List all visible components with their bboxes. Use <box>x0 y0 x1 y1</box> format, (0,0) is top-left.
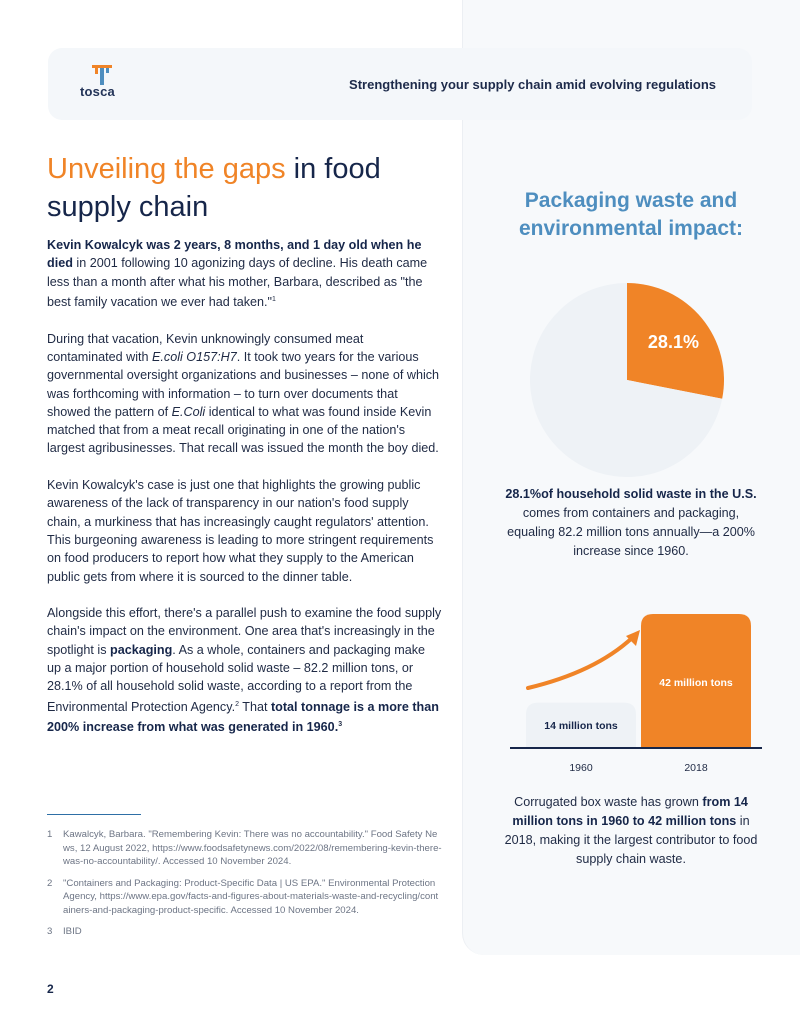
x-tick-label: 1960 <box>569 762 593 774</box>
footnote-number: 3 <box>47 926 53 937</box>
header-tagline: Strengthening your supply chain amid evo… <box>349 77 716 92</box>
paragraph-4-text-c: That <box>238 699 271 714</box>
bar-data-label: 14 million tons <box>544 720 618 732</box>
paragraph-1-bold: Kevin Kowalcyk was 2 years, 8 months, an… <box>47 238 422 271</box>
paragraph-2-italic-1: E.coli O157:H7 <box>152 349 237 364</box>
paragraph-2-italic-2: E.Coli <box>171 404 206 419</box>
pie-slice <box>530 283 723 477</box>
footnote: 3 IBID <box>47 925 442 939</box>
tosca-logo: tosca <box>78 64 128 100</box>
footnote-number: 1 <box>47 829 53 840</box>
tosca-logo-mark-icon <box>92 65 112 85</box>
bar-caption-bold: from 14 million tons in 1960 to 42 milli… <box>512 795 748 828</box>
sidebar-heading: Packaging waste and environmental impact… <box>518 189 744 240</box>
footnote-ref-3: 3 <box>338 721 343 729</box>
paragraph-4-text-b: . As a whole, containers and packaging m… <box>47 642 426 714</box>
paragraph-4: Alongside this effort, there's a paralle… <box>47 604 442 736</box>
x-tick-label: 2018 <box>684 762 708 774</box>
footnote-text: Kawalcyk, Barbara. "Remembering Kevin: T… <box>63 829 442 867</box>
paragraph-2-text-a: During that vacation, Kevin unknowingly … <box>47 331 364 364</box>
paragraph-2-text-b: . It took two years for the various gove… <box>47 349 440 419</box>
paragraph-1: Kevin Kowalcyk was 2 years, 8 months, an… <box>47 236 442 311</box>
logo-text: tosca <box>80 84 115 99</box>
footnote: 1 Kawalcyk, Barbara. "Remembering Kevin: … <box>47 828 442 869</box>
bar-caption: Corrugated box waste has grown from 14 m… <box>500 793 762 869</box>
pie-caption-text: comes from containers and packaging, equ… <box>507 506 755 558</box>
page-title: Unveiling the gaps in food supply chain <box>47 150 447 226</box>
bar-2018 <box>641 614 751 747</box>
growth-arrow-icon <box>526 636 634 690</box>
pie-slice <box>627 283 724 399</box>
growth-arrow-head-icon <box>626 630 640 646</box>
footnote-ref-2: 2 <box>235 700 239 708</box>
pie-slice-label: 28.1% <box>648 332 699 352</box>
paragraph-4-text-a: Alongside this effort, there's a paralle… <box>47 606 442 657</box>
bar-caption-text-a: Corrugated box waste has grown <box>514 795 703 809</box>
paragraph-2-text-c: identical to what was found inside Kevin… <box>47 404 439 456</box>
paragraph-2: During that vacation, Kevin unknowingly … <box>47 330 442 458</box>
article-body: Kevin Kowalcyk was 2 years, 8 months, an… <box>47 236 442 755</box>
title-rest: in food supply chain <box>47 153 381 223</box>
footnote-number: 2 <box>47 877 53 889</box>
footnote-ref-1: 1 <box>271 295 276 303</box>
bar-data-label: 42 million tons <box>659 677 733 689</box>
footnote-text: "Containers and Packaging: Product-Speci… <box>63 877 439 916</box>
paragraph-1-text: in 2001 following 10 agonizing days of d… <box>47 256 428 310</box>
pie-caption: 28.1%of household solid waste in the U.S… <box>500 485 762 561</box>
footnotes: 1 Kawalcyk, Barbara. "Remembering Kevin: … <box>47 828 442 947</box>
footnote-divider <box>47 814 141 815</box>
paragraph-4-bold-1: packaging <box>110 642 173 657</box>
paragraph-3: Kevin Kowalcyk's case is just one that h… <box>47 478 434 584</box>
bar-caption-text-b: in 2018, making it the largest contribut… <box>504 814 758 866</box>
header-bar <box>48 48 752 120</box>
sidebar-panel <box>462 0 800 955</box>
pie-caption-bold: 28.1%of household solid waste in the U.S… <box>505 487 757 501</box>
pie-chart: 28.1% <box>530 283 724 477</box>
bar-chart: 14 million tons 1960 42 million tons 2018 <box>510 614 762 774</box>
paragraph-4-bold-2: total tonnage is a more than 200% increa… <box>47 699 439 735</box>
page-number: 2 <box>47 982 54 996</box>
title-accent: Unveiling the gaps <box>47 153 286 185</box>
footnote: 2 "Containers and Packaging: Product-Spec… <box>47 877 442 918</box>
footnote-text: IBID <box>63 926 82 937</box>
bar-1960 <box>526 702 636 747</box>
